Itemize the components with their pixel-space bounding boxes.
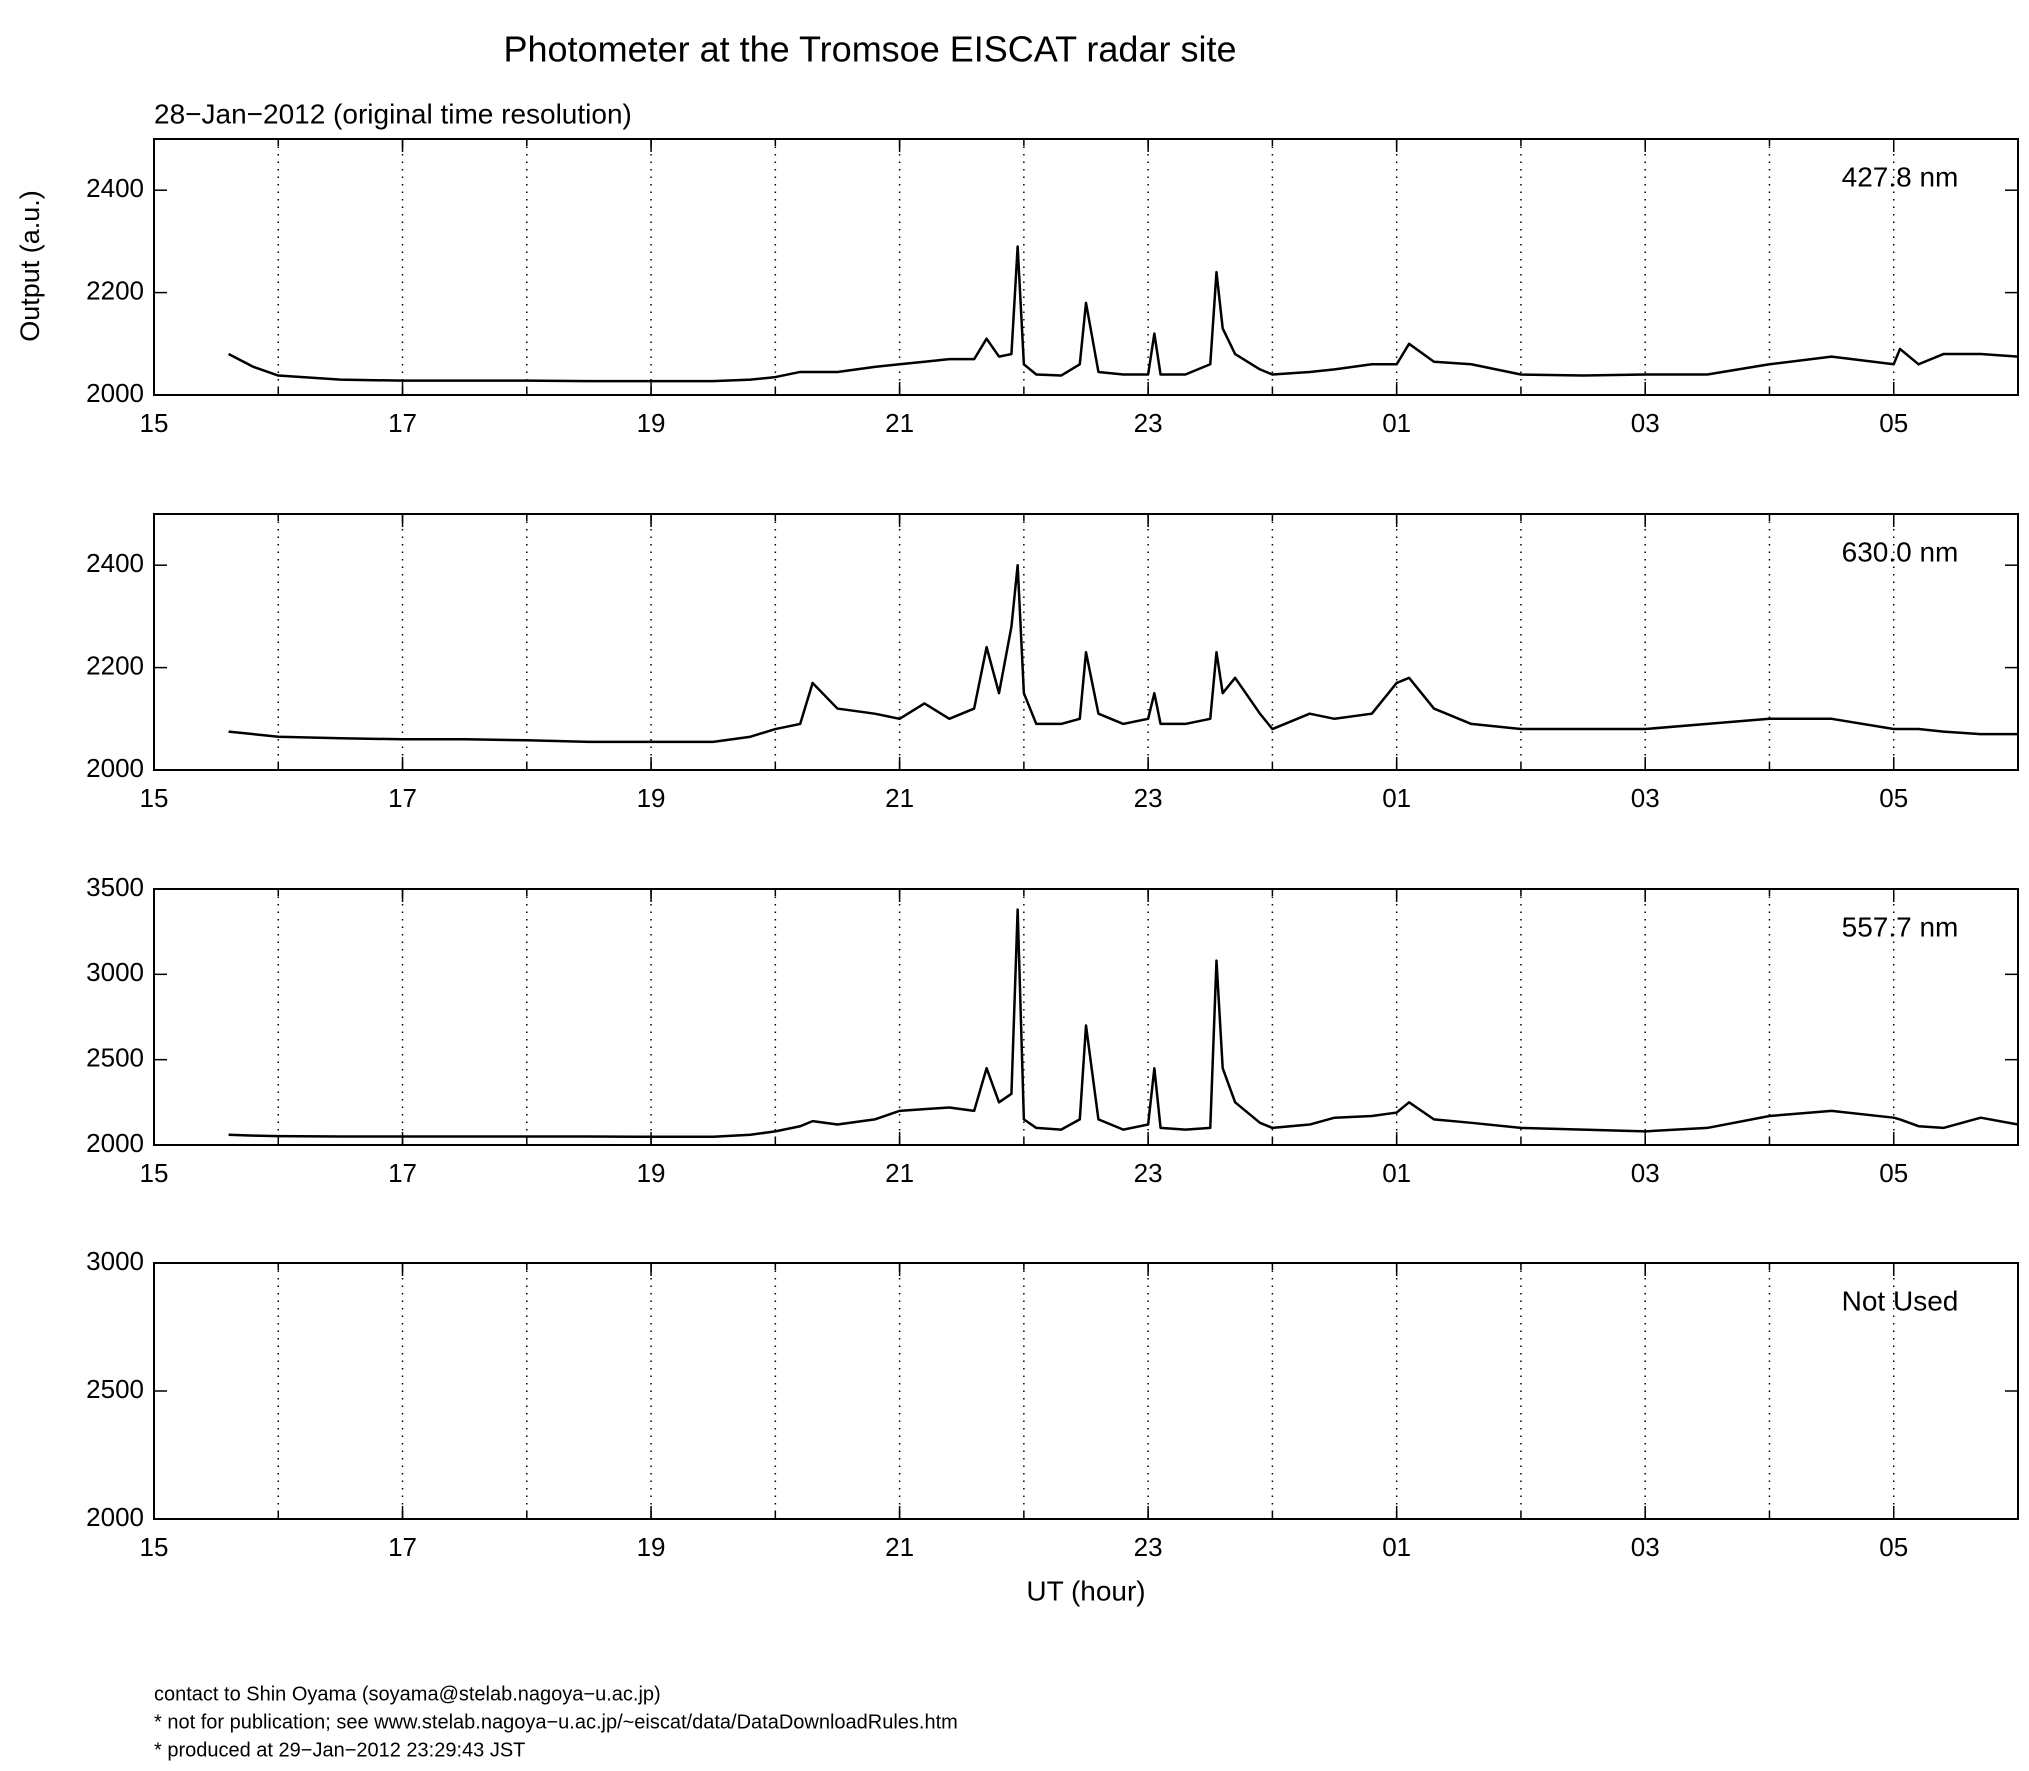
x-tick-label: 01 xyxy=(1382,783,1411,813)
x-tick-label: 17 xyxy=(388,783,417,813)
data-line xyxy=(228,563,2018,744)
x-tick-label: 23 xyxy=(1134,1158,1163,1188)
x-tick-label: 21 xyxy=(885,1158,914,1188)
panel-annotation: 630.0 nm xyxy=(1842,536,1959,567)
plot-frame xyxy=(153,513,2019,771)
x-tick-label: 05 xyxy=(1879,783,1908,813)
x-tick-label: 05 xyxy=(1879,408,1908,438)
x-tick-label: 01 xyxy=(1382,408,1411,438)
y-tick-label: 2200 xyxy=(86,275,144,305)
x-tick-label: 19 xyxy=(637,1532,666,1562)
x-tick-label: 01 xyxy=(1382,1532,1411,1562)
data-line xyxy=(228,908,2019,1139)
subtitle: 28−Jan−2012 (original time resolution) xyxy=(154,98,632,129)
y-tick-label: 2000 xyxy=(86,378,144,408)
y-tick-label: 2200 xyxy=(86,650,144,680)
x-tick-label: 23 xyxy=(1134,783,1163,813)
plot-frame xyxy=(153,1262,2019,1520)
footer-line: * not for publication; see www.stelab.na… xyxy=(154,1711,958,1733)
x-tick-label: 03 xyxy=(1631,408,1660,438)
x-tick-label: 17 xyxy=(388,1532,417,1562)
panel-annotation: 427.8 nm xyxy=(1842,161,1959,192)
x-tick-label: 21 xyxy=(885,1532,914,1562)
x-tick-label: 17 xyxy=(388,408,417,438)
y-tick-label: 3000 xyxy=(86,957,144,987)
x-tick-label: 03 xyxy=(1631,1532,1660,1562)
footer-line: * produced at 29−Jan−2012 23:29:43 JST xyxy=(154,1739,525,1761)
y-tick-label: 2500 xyxy=(86,1043,144,1073)
x-tick-label: 03 xyxy=(1631,1158,1660,1188)
x-tick-label: 21 xyxy=(885,783,914,813)
y-tick-label: 2500 xyxy=(86,1374,144,1404)
x-tick-label: 15 xyxy=(140,1532,169,1562)
x-tick-label: 01 xyxy=(1382,1158,1411,1188)
x-tick-label: 19 xyxy=(637,783,666,813)
plot-frame xyxy=(153,888,2019,1146)
panel-annotation: 557.7 nm xyxy=(1842,911,1959,942)
x-tick-label: 17 xyxy=(388,1158,417,1188)
y-tick-label: 2000 xyxy=(86,753,144,783)
x-tick-label: 23 xyxy=(1134,408,1163,438)
x-tick-label: 15 xyxy=(140,783,169,813)
x-tick-label: 19 xyxy=(637,408,666,438)
y-tick-label: 2000 xyxy=(86,1502,144,1532)
x-tick-label: 15 xyxy=(140,1158,169,1188)
chart-title: Photometer at the Tromsoe EISCAT radar s… xyxy=(504,29,1237,70)
panel-annotation: Not Used xyxy=(1842,1285,1959,1316)
x-tick-label: 05 xyxy=(1879,1532,1908,1562)
y-tick-label: 3000 xyxy=(86,1246,144,1276)
x-tick-label: 05 xyxy=(1879,1158,1908,1188)
data-line xyxy=(227,245,2019,383)
x-axis-label: UT (hour) xyxy=(1026,1575,1145,1606)
y-tick-label: 2400 xyxy=(86,548,144,578)
x-tick-label: 19 xyxy=(637,1158,666,1188)
y-tick-label: 2400 xyxy=(86,173,144,203)
y-axis-label: Output (a.u.) xyxy=(15,190,45,342)
plot-frame xyxy=(153,138,2019,396)
y-tick-label: 2000 xyxy=(86,1128,144,1158)
x-tick-label: 23 xyxy=(1134,1532,1163,1562)
x-tick-label: 15 xyxy=(140,408,169,438)
x-tick-label: 03 xyxy=(1631,783,1660,813)
y-tick-label: 3500 xyxy=(86,872,144,902)
footer-line: contact to Shin Oyama (soyama@stelab.nag… xyxy=(154,1683,661,1705)
x-tick-label: 21 xyxy=(885,408,914,438)
